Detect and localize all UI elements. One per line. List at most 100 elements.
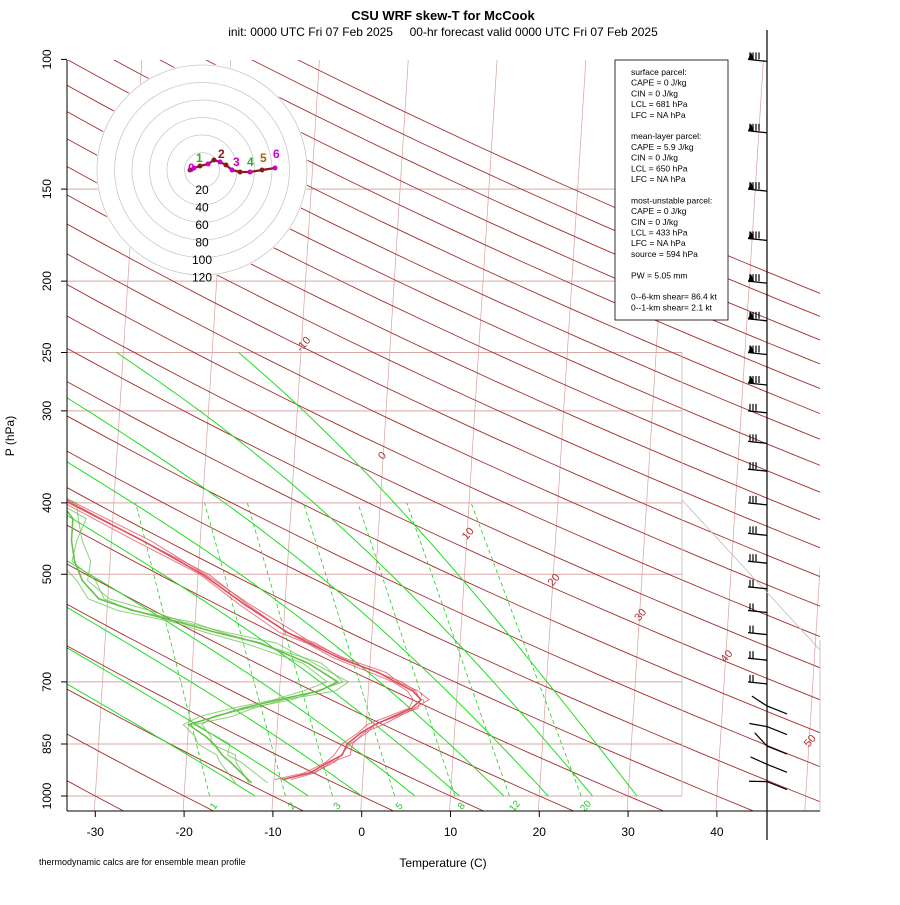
x-tick-label: 40 bbox=[710, 825, 724, 839]
mixing-ratio-label: 1 bbox=[208, 800, 220, 812]
hodograph-point bbox=[206, 162, 211, 167]
wind-barb bbox=[751, 757, 787, 772]
hodograph-height-label: 3 bbox=[233, 155, 240, 169]
stats-line: CAPE = 0 J/kg bbox=[631, 206, 687, 216]
mixing-ratio-label: 8 bbox=[456, 800, 468, 812]
stats-line: mean-layer parcel: bbox=[631, 131, 701, 141]
hodograph-point bbox=[260, 168, 265, 173]
hodograph-ring-label: 80 bbox=[195, 236, 209, 250]
stats-line: 0--1-km shear= 2.1 kt bbox=[631, 302, 713, 312]
x-tick-label: -10 bbox=[264, 825, 282, 839]
stats-line: CIN = 0 J/kg bbox=[631, 153, 678, 163]
dry-adiabat-line bbox=[231, 26, 900, 812]
y-tick-label: 700 bbox=[40, 672, 54, 692]
stats-line: LFC = NA hPa bbox=[631, 110, 686, 120]
wind-barb bbox=[748, 124, 767, 133]
footnote: thermodynamic calcs are for ensemble mea… bbox=[39, 857, 246, 867]
y-tick-label: 300 bbox=[40, 401, 54, 421]
isotherm-line bbox=[450, 26, 500, 812]
stats-line: CIN = 0 J/kg bbox=[631, 217, 678, 227]
x-tick-label: 20 bbox=[533, 825, 547, 839]
stats-line: PW = 5.05 mm bbox=[631, 270, 687, 280]
stats-line: LCL = 433 hPa bbox=[631, 228, 688, 238]
wind-barb bbox=[748, 404, 767, 413]
stats-line: LCL = 681 hPa bbox=[631, 99, 688, 109]
hodograph-point bbox=[238, 170, 243, 175]
isotherm-line bbox=[361, 26, 411, 812]
hodograph-point bbox=[212, 158, 217, 163]
stats-line: source = 594 hPa bbox=[631, 249, 698, 259]
y-tick-label: 200 bbox=[40, 271, 54, 291]
isotherm-line bbox=[805, 26, 855, 812]
wind-barb bbox=[748, 376, 767, 385]
wind-barb bbox=[748, 182, 767, 191]
x-tick-label: -20 bbox=[175, 825, 193, 839]
wind-barb bbox=[748, 231, 767, 240]
isotherm-label: 0 bbox=[376, 450, 389, 462]
y-tick-label: 150 bbox=[40, 179, 54, 199]
hodograph-ring-label: 100 bbox=[192, 253, 212, 267]
wind-barb bbox=[748, 651, 767, 660]
wind-barb bbox=[748, 434, 767, 443]
stats-line: CAPE = 0 J/kg bbox=[631, 78, 687, 88]
isotherm-line bbox=[894, 26, 900, 812]
hodograph-height-label: 1 bbox=[196, 151, 203, 165]
mixing-ratio-label: 2 bbox=[286, 800, 298, 812]
hodograph-ring-label: 120 bbox=[192, 271, 212, 285]
stats-line: LFC = NA hPa bbox=[631, 238, 686, 248]
x-tick-label: 30 bbox=[621, 825, 635, 839]
isotherm-label: 40 bbox=[718, 648, 735, 665]
y-tick-label: 500 bbox=[40, 564, 54, 584]
wind-barb bbox=[748, 312, 767, 321]
stats-line: CIN = 0 J/kg bbox=[631, 88, 678, 98]
wind-barb bbox=[748, 526, 767, 535]
y-tick-label: 850 bbox=[40, 734, 54, 754]
wind-barb bbox=[749, 781, 787, 789]
wind-barb bbox=[748, 554, 767, 563]
isotherm-line bbox=[538, 26, 588, 812]
mixing-ratio-label: 3 bbox=[332, 800, 344, 812]
isotherm-label: 30 bbox=[632, 607, 649, 624]
hodograph-height-label: 2 bbox=[218, 147, 225, 161]
hodograph-point bbox=[248, 170, 253, 175]
wind-barb bbox=[748, 274, 767, 283]
hodograph-height-label: 0 bbox=[188, 161, 195, 175]
y-tick-label: 250 bbox=[40, 342, 54, 362]
wind-barb bbox=[748, 626, 767, 635]
y-axis-label: P (hPa) bbox=[3, 416, 17, 456]
hodograph-ring-label: 20 bbox=[195, 183, 209, 197]
mixing-ratio-line bbox=[205, 503, 286, 796]
chart-subtitle: init: 0000 UTC Fri 07 Feb 2025 00-hr for… bbox=[228, 25, 658, 39]
mixing-ratio-label: 12 bbox=[507, 798, 523, 814]
mixing-ratio-line bbox=[358, 503, 455, 796]
x-tick-label: 10 bbox=[444, 825, 458, 839]
isotherm-label: 50 bbox=[802, 733, 819, 750]
y-tick-label: 1000 bbox=[40, 782, 54, 809]
x-tick-label: 0 bbox=[358, 825, 365, 839]
isotherm-label: 10 bbox=[460, 525, 477, 542]
stats-line: surface parcel: bbox=[631, 67, 687, 77]
edge-diagonal bbox=[682, 500, 820, 650]
hodograph-height-label: 5 bbox=[260, 151, 267, 165]
hodograph-height-label: 6 bbox=[273, 147, 280, 161]
wind-barb bbox=[752, 696, 787, 714]
hodograph-height-label: 4 bbox=[247, 155, 254, 169]
stats-line: LFC = NA hPa bbox=[631, 174, 686, 184]
y-tick-label: 400 bbox=[40, 493, 54, 513]
hodograph-ring-label: 60 bbox=[195, 218, 209, 232]
stats-line: CAPE = 5.9 J/kg bbox=[631, 142, 694, 152]
mixing-ratio-label: 5 bbox=[394, 800, 406, 812]
hodograph-point bbox=[224, 163, 229, 168]
wind-barb bbox=[748, 52, 767, 61]
y-tick-label: 100 bbox=[40, 49, 54, 69]
wind-barb bbox=[748, 675, 767, 684]
wind-barb bbox=[748, 604, 767, 613]
x-axis-label: Temperature (C) bbox=[399, 856, 486, 870]
stats-line: 0--6-km shear= 86.4 kt bbox=[631, 292, 717, 302]
x-tick-label: -30 bbox=[87, 825, 105, 839]
hodograph-point bbox=[273, 166, 278, 171]
mixing-ratio-label: 20 bbox=[578, 798, 594, 814]
